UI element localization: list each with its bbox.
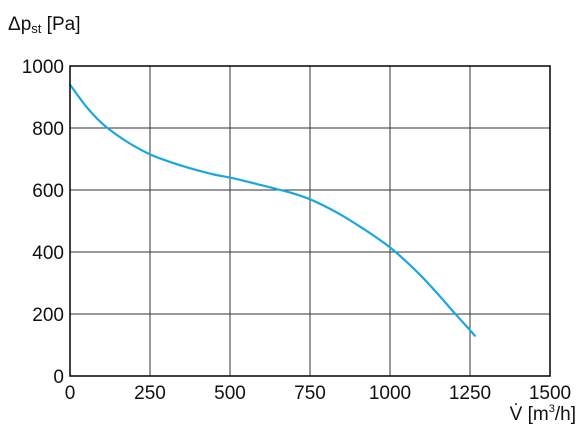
x-axis-label-symbol: V̇ (510, 404, 523, 425)
y-tick-label-0: 0 (53, 367, 64, 388)
x-axis-label-unit-open: [m (522, 404, 548, 425)
y-tick-label-400: 400 (32, 243, 64, 264)
plot-frame (69, 65, 551, 377)
y-axis-label-subscript: st (31, 21, 42, 36)
series-layer (68, 83, 476, 337)
y-axis-label: Δpst [Pa] (8, 14, 80, 36)
y-axis-label-prefix: Δp (8, 14, 31, 35)
x-tick-label-1000: 1000 (369, 383, 411, 404)
grid (70, 66, 550, 376)
y-tick-label-600: 600 (32, 181, 64, 202)
x-tick-label-750: 750 (294, 383, 326, 404)
x-tick-label-1250: 1250 (449, 383, 491, 404)
x-axis-label: V̇ [m3/h] (510, 403, 576, 425)
x-tick-label-250: 250 (134, 383, 166, 404)
x-tick-label-500: 500 (214, 383, 246, 404)
tick-labels: 0 250 500 750 1000 1250 1500 0 200 400 600 800 1000 (22, 57, 571, 404)
y-axis-label-unit: [Pa] (41, 14, 80, 35)
x-tick-label-1500: 1500 (529, 383, 571, 404)
x-axis-label-unit-close: /h] (555, 404, 576, 425)
x-axis-label-superscript: 3 (549, 403, 555, 415)
y-tick-label-200: 200 (32, 305, 64, 326)
x-tick-label-0: 0 (65, 383, 76, 404)
y-tick-label-1000: 1000 (22, 57, 64, 78)
y-tick-label-800: 800 (32, 119, 64, 140)
series-line-0 (68, 83, 476, 337)
